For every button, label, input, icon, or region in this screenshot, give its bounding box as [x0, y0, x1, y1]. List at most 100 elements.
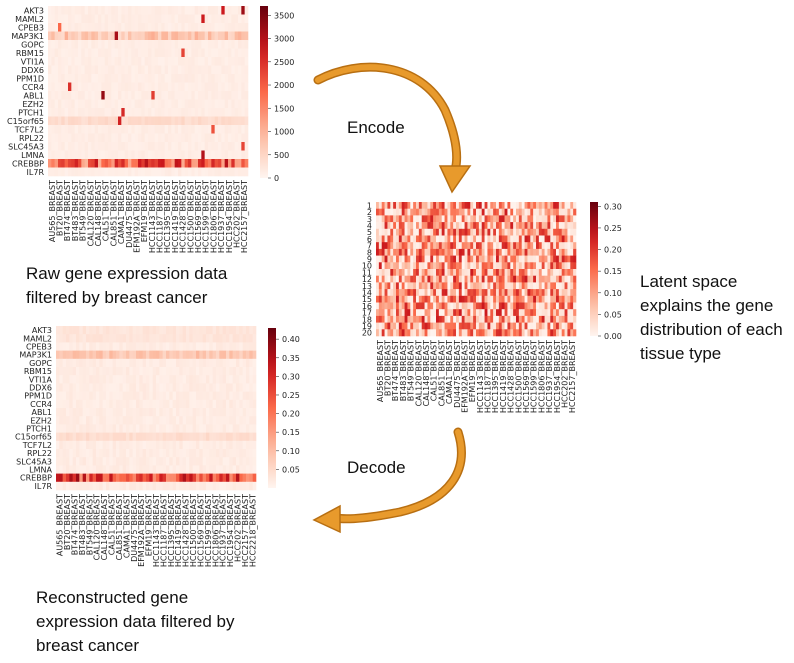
heatmap-cell [570, 282, 574, 290]
heatmap-cell [553, 215, 557, 223]
column-label: CAL51_BREAST [102, 180, 111, 241]
heatmap-cell [122, 334, 127, 343]
heatmap-cell [490, 248, 494, 256]
heatmap-cell [196, 375, 200, 384]
heatmap-cell [553, 242, 557, 250]
heatmap-cell [191, 57, 195, 66]
heatmap-cell [211, 133, 215, 143]
heatmap-cell [189, 440, 193, 450]
heatmap-cell [91, 6, 95, 15]
heatmap-cell [496, 282, 500, 290]
heatmap-cell [194, 108, 199, 117]
heatmap-cell [61, 82, 65, 92]
colorbar-tick-label: 0.15 [604, 267, 622, 276]
heatmap-cell [464, 242, 468, 250]
heatmap-cell [188, 116, 192, 126]
heatmap-cell [179, 358, 183, 368]
heatmap-cell [92, 440, 97, 450]
heatmap-cell [496, 329, 500, 337]
heatmap-cell [56, 408, 60, 417]
heatmap-cell [149, 408, 153, 417]
heatmap-cell [176, 449, 180, 458]
heatmap-cell [238, 40, 242, 49]
heatmap-cell [493, 222, 497, 230]
heatmap-cell [142, 416, 147, 425]
heatmap-cell [179, 334, 183, 343]
heatmap-cell [521, 289, 525, 297]
heatmap-cell [142, 326, 147, 335]
heatmap-cell [450, 282, 454, 290]
heatmap-cell [538, 255, 543, 263]
heatmap-cell [102, 399, 107, 409]
heatmap-cell [564, 322, 568, 330]
heatmap-cell [484, 295, 488, 303]
heatmap-cell [91, 99, 95, 109]
heatmap-cell [102, 358, 107, 368]
heatmap-cell [72, 473, 77, 483]
heatmap-cell [129, 432, 133, 442]
heatmap-cell [148, 159, 152, 168]
heatmap-cell [188, 48, 192, 58]
colorbar-tick-label: 2000 [274, 81, 294, 90]
heatmap-cell [158, 125, 162, 134]
heatmap-cell [62, 367, 67, 376]
heatmap-cell [206, 367, 210, 376]
heatmap-cell [249, 473, 253, 483]
heatmap-cell [56, 465, 60, 474]
heatmap-cell [221, 99, 225, 109]
heatmap-cell [424, 269, 428, 276]
heatmap-cell [128, 133, 132, 143]
heatmap-cell [222, 440, 227, 450]
heatmap-cell [154, 31, 159, 41]
heatmap-cell [234, 159, 239, 168]
heatmap-cell [148, 125, 152, 134]
heatmap-cell [536, 295, 540, 303]
heatmap-cell [176, 334, 180, 343]
heatmap-cell [142, 432, 147, 442]
heatmap-cell [464, 282, 468, 290]
heatmap-cell [181, 91, 185, 100]
heatmap-cell [201, 74, 205, 83]
heatmap-cell [518, 275, 523, 283]
heatmap-cell [381, 248, 385, 256]
heatmap-cell [199, 375, 203, 384]
heatmap-cell [498, 322, 503, 330]
heatmap-cell [229, 383, 233, 392]
heatmap-cell [490, 228, 494, 236]
column-label: DU4475_BREAST [125, 180, 134, 248]
heatmap-cell [222, 424, 227, 433]
heatmap-cell [128, 14, 132, 24]
heatmap-cell [396, 309, 400, 317]
heatmap-cell [121, 159, 125, 168]
heatmap-cell [510, 208, 514, 216]
heatmap-cell [224, 40, 229, 49]
heatmap-cell [498, 242, 503, 250]
heatmap-cell [558, 228, 563, 236]
heatmap-cell [206, 432, 210, 442]
heatmap-cell [48, 159, 52, 168]
heatmap-cell [166, 440, 170, 450]
heatmap-cell [144, 142, 149, 151]
heatmap-cell [139, 449, 143, 458]
heatmap-cell [189, 473, 193, 483]
heatmap-cell [191, 133, 195, 143]
heatmap-cell [430, 282, 434, 290]
heatmap-cell [219, 358, 223, 368]
heatmap-cell [478, 295, 483, 303]
heatmap-cell [92, 481, 97, 491]
heatmap-cell [241, 167, 245, 177]
colorbar-tick-label: 3000 [274, 35, 294, 44]
heatmap-cell [199, 440, 203, 450]
heatmap-cell [221, 74, 225, 83]
heatmap-cell [71, 74, 75, 83]
heatmap-cell [186, 457, 190, 466]
heatmap-cell [121, 167, 125, 177]
heatmap-cell [139, 358, 143, 368]
heatmap-cell [390, 248, 394, 256]
heatmap-cell [390, 242, 394, 250]
heatmap-cell [198, 23, 202, 32]
heatmap-cell [202, 342, 207, 351]
heatmap-cell [461, 275, 465, 283]
heatmap-cell [527, 322, 531, 330]
heatmap-cell [221, 116, 225, 126]
